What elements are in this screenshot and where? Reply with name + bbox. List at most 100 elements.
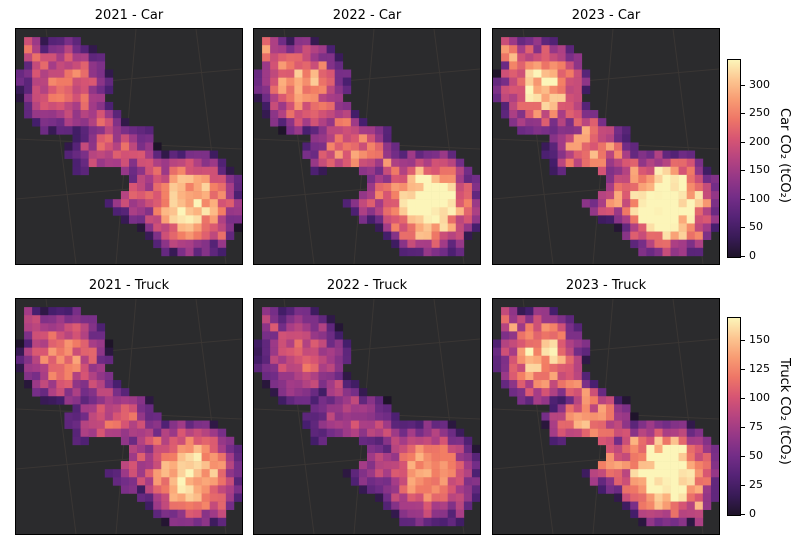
heatmap-cell (606, 182, 615, 192)
heatmap-cell (72, 363, 81, 373)
heatmap-cell (399, 509, 408, 519)
heatmap-cell (557, 355, 566, 365)
heatmap-cell (286, 37, 295, 46)
heatmap-cell (318, 355, 327, 365)
heatmap-cell (129, 436, 138, 446)
heatmap-cell (557, 388, 566, 397)
heatmap-cell (383, 223, 392, 232)
heatmap-cell (439, 191, 449, 200)
heatmap-cell (217, 247, 227, 257)
heatmap-cell (439, 182, 449, 192)
heatmap-cell (16, 77, 25, 87)
heatmap-cell (350, 158, 360, 168)
heatmap-cell (525, 339, 534, 348)
heatmap-cell (112, 412, 122, 421)
heatmap-cell (501, 93, 510, 103)
heatmap-cell (48, 37, 57, 46)
heatmap-cell (517, 93, 526, 103)
heatmap-cell (153, 509, 162, 519)
heatmap-cell (40, 339, 49, 348)
heatmap-cell (455, 493, 465, 502)
colorbar-tick-label: 25 (749, 478, 763, 492)
heatmap-cell (447, 247, 457, 257)
heatmap-cell (193, 215, 202, 224)
heatmap-cell (630, 493, 639, 502)
heatmap-cell (217, 182, 227, 192)
heatmap-cell (48, 45, 57, 54)
heatmap-cell (541, 412, 550, 421)
heatmap-cell (310, 110, 319, 119)
heatmap-cell (670, 199, 679, 208)
heatmap-cell (509, 363, 518, 373)
heatmap-cell (169, 477, 178, 486)
heatmap-cell (80, 77, 89, 87)
heatmap-cell (262, 101, 271, 111)
heatmap-cell (177, 166, 186, 176)
heatmap-cell (573, 412, 583, 421)
heatmap-cell (56, 331, 65, 340)
heatmap-cell (278, 77, 287, 87)
heatmap-cell (455, 452, 465, 462)
heatmap-cell (270, 371, 279, 381)
heatmap-cell (342, 142, 352, 151)
heatmap-cell (64, 77, 73, 87)
heatmap-cell (447, 182, 457, 192)
heatmap-cell (145, 428, 154, 438)
heatmap-cell (391, 239, 400, 249)
heatmap-cell (32, 347, 41, 357)
heatmap-cell (525, 53, 534, 62)
heatmap-cell (217, 215, 227, 224)
heatmap-cell (302, 396, 311, 405)
heatmap-cell (326, 101, 336, 111)
heatmap-cell (533, 118, 542, 127)
heatmap-cell (447, 158, 457, 168)
heatmap-cell (549, 307, 558, 316)
heatmap-cell (447, 150, 457, 159)
heatmap-cell (326, 428, 336, 438)
heatmap-cell (501, 37, 510, 46)
heatmap-cell (509, 53, 518, 62)
heatmap-cell (662, 166, 671, 176)
heatmap-cell (137, 444, 146, 454)
heatmap-cell (614, 158, 623, 168)
heatmap-cell (48, 388, 57, 397)
heatmap-cell (342, 101, 352, 111)
heatmap-cell (630, 509, 639, 519)
heatmap-cell (630, 199, 639, 208)
heatmap-cell (517, 69, 526, 78)
heatmap-cell (509, 315, 518, 324)
heatmap-cell (318, 371, 327, 381)
heatmap-cell (209, 452, 219, 462)
heatmap-cell (185, 452, 194, 462)
heatmap-cell (129, 150, 138, 159)
heatmap-cell (310, 101, 319, 111)
heatmap-cell (614, 174, 623, 184)
heatmap-cell (431, 509, 440, 519)
heatmap-cell (120, 477, 130, 486)
heatmap-cell (646, 166, 655, 176)
heatmap-cell (375, 207, 384, 216)
heatmap-cell (161, 461, 170, 470)
heatmap-cell (407, 420, 416, 429)
heatmap-cell (129, 158, 138, 168)
heatmap-cell (654, 231, 663, 240)
heatmap-cell (169, 199, 178, 208)
heatmap-cell (415, 215, 424, 224)
heatmap-cell (310, 45, 319, 54)
heatmap-cell (662, 493, 671, 502)
heatmap-cell (169, 174, 178, 184)
heatmap-cell (24, 37, 33, 46)
heatmap-cell (686, 452, 696, 462)
heatmap-cell (104, 347, 114, 357)
heatmap-cell (646, 420, 655, 429)
heatmap-cell (549, 37, 558, 46)
heatmap-cell (225, 493, 235, 502)
heatmap-cell (533, 126, 542, 135)
heatmap-cell (702, 461, 712, 470)
heatmap-cell (334, 61, 344, 70)
heatmap-cell (185, 428, 194, 438)
heatmap-cell (72, 307, 81, 316)
heatmap-cell (80, 363, 89, 373)
heatmap-cell (383, 174, 392, 184)
heatmap-cell (557, 371, 566, 381)
